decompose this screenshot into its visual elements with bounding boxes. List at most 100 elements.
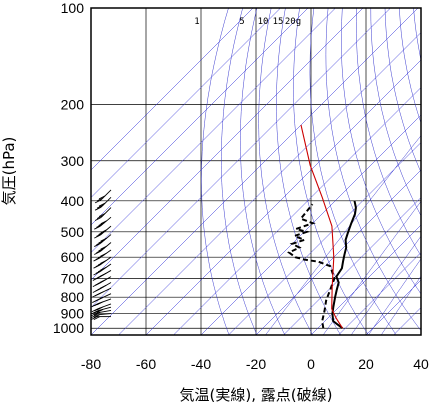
barb-flag bbox=[96, 249, 103, 254]
barb-flag bbox=[97, 296, 104, 301]
isotherm-line bbox=[338, 252, 421, 335]
barb-flag bbox=[98, 247, 105, 252]
isotherm-line bbox=[91, 8, 391, 308]
y-tick-label: 900 bbox=[61, 306, 85, 322]
series-layer bbox=[287, 124, 357, 330]
mixing-ratio-label: 10 bbox=[258, 17, 269, 27]
barb-flag bbox=[94, 217, 102, 221]
wind-barb bbox=[91, 298, 112, 308]
wind-barb bbox=[92, 293, 112, 303]
mixing-ratio-line bbox=[380, 275, 421, 335]
barb-flag bbox=[94, 243, 101, 247]
barb-flag bbox=[94, 206, 102, 211]
barb-flag bbox=[98, 239, 105, 244]
barb-flag bbox=[91, 312, 98, 317]
mixing-ratio-labels: 1 5 10 15 20g bbox=[194, 17, 301, 27]
isotherm-line bbox=[91, 8, 309, 226]
dry-adiabat bbox=[341, 8, 421, 295]
barb-flag bbox=[100, 229, 107, 234]
barb-flag bbox=[99, 272, 107, 277]
dry-adiabat bbox=[221, 8, 258, 335]
barb-flag bbox=[100, 259, 107, 264]
y-axis-label: 気圧(hPa) bbox=[0, 137, 18, 206]
barb-flag bbox=[94, 199, 102, 204]
y-tick-label: 800 bbox=[61, 289, 85, 305]
isotherm-line bbox=[310, 224, 421, 335]
barb-flag bbox=[94, 225, 101, 230]
barb-flag bbox=[93, 309, 101, 314]
mixing-ratio-line bbox=[350, 235, 421, 335]
isotherm-line bbox=[255, 169, 421, 335]
wind-barb bbox=[94, 196, 112, 211]
mixing-ratio-label: 5 bbox=[239, 17, 244, 27]
x-tick-label: -20 bbox=[246, 356, 266, 372]
y-tick-label: 300 bbox=[61, 153, 85, 169]
barb-flag bbox=[93, 314, 101, 318]
barb-flag bbox=[100, 245, 107, 250]
barb-flag bbox=[98, 195, 106, 200]
wind-barb bbox=[90, 313, 112, 319]
wind-barb bbox=[92, 282, 112, 293]
barb-flag bbox=[98, 213, 106, 217]
x-tick-label: 40 bbox=[413, 356, 429, 372]
dry-adiabat bbox=[258, 8, 314, 335]
barb-flag bbox=[96, 215, 104, 219]
barb-flag bbox=[98, 202, 106, 207]
y-tick-label: 500 bbox=[61, 224, 85, 240]
isotherm-line bbox=[200, 114, 421, 335]
wind-barb bbox=[94, 225, 112, 239]
dewpoint-line bbox=[287, 203, 336, 329]
plot-frame bbox=[90, 7, 422, 336]
isotherm-line bbox=[420, 334, 421, 335]
barb-flag bbox=[96, 241, 103, 246]
barb-flag bbox=[91, 310, 98, 315]
dry-adiabat bbox=[384, 8, 421, 173]
wind-barb bbox=[94, 242, 112, 255]
barb-flag bbox=[90, 316, 98, 321]
isotherm-line bbox=[393, 307, 421, 335]
barb-flag bbox=[99, 284, 107, 289]
dry-adiabat bbox=[276, 8, 341, 335]
barb-flag bbox=[100, 252, 107, 257]
dry-adiabat bbox=[413, 8, 421, 62]
barb-flag bbox=[100, 237, 107, 242]
barb-flag bbox=[90, 314, 98, 319]
wind-barb bbox=[92, 287, 112, 298]
wind-barb bbox=[94, 189, 112, 204]
isotherm-line bbox=[91, 8, 254, 171]
wind-barb bbox=[92, 276, 112, 288]
barb-flag bbox=[100, 266, 107, 271]
barb-flag bbox=[99, 279, 107, 283]
x-tick-label: -60 bbox=[136, 356, 156, 372]
y-tick-label: 700 bbox=[61, 271, 85, 287]
y-tick-label: 100 bbox=[61, 0, 85, 16]
x-tick-label: -40 bbox=[191, 356, 211, 372]
tick-labels: -80 -60 -40 -20 0 20 40 100 200 300 400 500 600 700 80… bbox=[53, 0, 429, 372]
mixing-ratio-label: 15 bbox=[273, 17, 284, 27]
wind-barb bbox=[91, 309, 112, 317]
isotherm-line bbox=[91, 8, 419, 335]
x-tick-label: 0 bbox=[307, 356, 315, 372]
mixing-ratio-line bbox=[265, 135, 421, 335]
isotherm-line bbox=[228, 142, 421, 335]
grid-layer bbox=[91, 8, 421, 335]
barb-flag bbox=[96, 301, 104, 306]
wind-barb bbox=[90, 316, 111, 321]
x-axis-label: 気温(実線), 露点(破線) bbox=[180, 386, 333, 404]
wind-barb bbox=[93, 249, 112, 262]
wind-barb bbox=[93, 263, 112, 276]
dry-adiabat bbox=[240, 8, 286, 335]
wind-barb bbox=[91, 306, 112, 315]
x-tick-label: 20 bbox=[358, 356, 374, 372]
y-tick-label: 200 bbox=[61, 96, 85, 112]
barb-flag bbox=[97, 291, 104, 296]
barb-flag bbox=[98, 231, 105, 235]
mixing-ratio-line bbox=[368, 258, 421, 335]
isotherm-line bbox=[173, 87, 421, 335]
barb-flag bbox=[98, 222, 105, 226]
barb-flag bbox=[100, 220, 107, 225]
temperature-line bbox=[331, 200, 357, 330]
wind-barb bbox=[93, 256, 112, 269]
barb-flag bbox=[96, 223, 103, 228]
